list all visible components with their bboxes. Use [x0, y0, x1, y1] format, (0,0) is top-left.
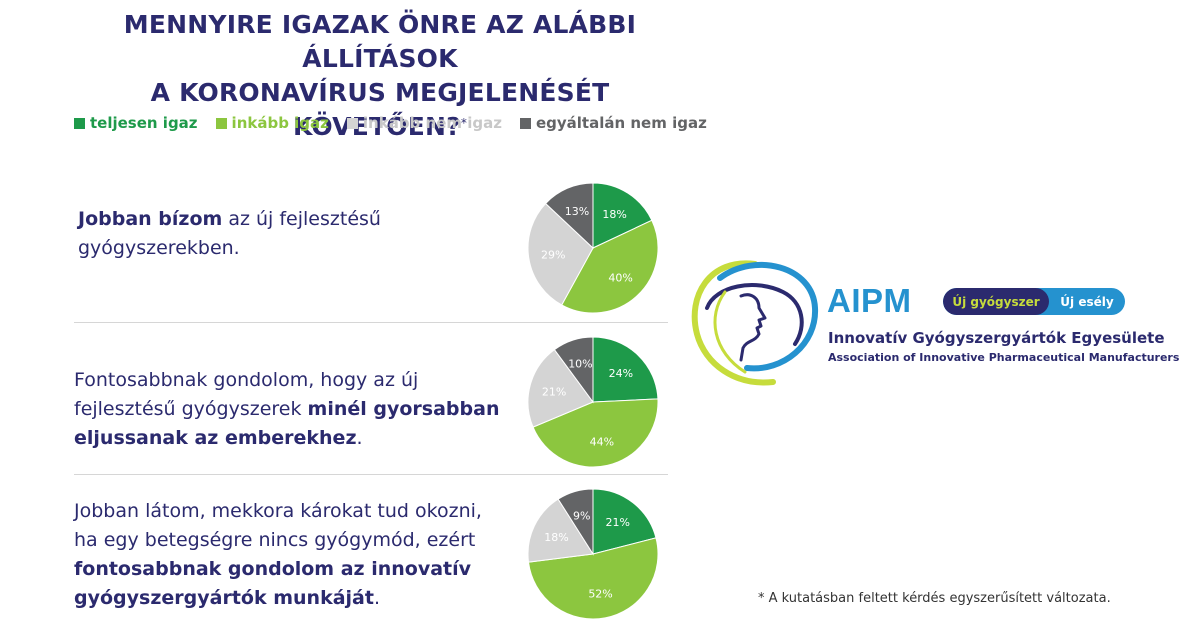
pie-slice-inkabb-nem-igaz — [527, 498, 594, 563]
pie-slice-label: 13% — [565, 205, 589, 218]
chart-legend: teljesen igaz inkább igaz inkább nem iga… — [74, 114, 707, 132]
title-line-1: MENNYIRE IGAZAK ÖNRE AZ ALÁBBI ÁLLÍTÁSOK — [123, 10, 637, 73]
org-name-english: Association of Innovative Pharmaceutical… — [828, 351, 1180, 364]
title-line-2-text: A KORONAVÍRUS MEGJELENÉSÉT KÖVETŐEN? — [150, 78, 610, 141]
pie-slice-inkabb-nem-igaz — [527, 202, 594, 306]
pie-slice-teljesen-igaz — [592, 488, 657, 555]
title-footnote-mark: * — [460, 116, 468, 130]
legend-swatch — [519, 117, 531, 129]
statement-1-emphasis: Jobban bízom — [78, 208, 223, 230]
title-line-2: A KORONAVÍRUS MEGJELENÉSÉT KÖVETŐEN?* — [70, 76, 690, 144]
legend-item-inkabb-nem-igaz: inkább nem igaz — [346, 114, 502, 132]
pie-slice-label: 24% — [609, 367, 633, 380]
statement-1-text-b: az új fejlesztésű gyógyszerekben. — [78, 208, 381, 259]
org-name-hungarian: Innovatív Gyógyszergyártók Egyesülete — [828, 329, 1165, 347]
face-profile-orbit-logo-icon — [691, 260, 819, 386]
legend-label: egyáltalán nem igaz — [535, 114, 707, 132]
pie-slice-egyaltalan-nem-igaz — [557, 488, 594, 556]
statement-1: Jobban bízom az új fejlesztésű gyógyszer… — [74, 205, 408, 263]
slogan-right: Új esély — [1060, 294, 1114, 309]
legend-item-egyaltalan-nem-igaz: egyáltalán nem igaz — [519, 114, 707, 132]
divider — [74, 322, 668, 323]
pie-slice-teljesen-igaz — [592, 182, 653, 249]
legend-swatch — [215, 117, 227, 129]
pie-slice-inkabb-nem-igaz — [527, 348, 594, 428]
aipm-logo: AIPM — [827, 283, 912, 319]
pie-slice-inkabb-igaz — [561, 219, 659, 314]
pie-slice-label: 21% — [542, 385, 566, 398]
pie-slice-label: 10% — [568, 358, 592, 371]
pie-slice-label: 52% — [588, 588, 612, 601]
statement-3: Jobban látom, mekkora károkat tud okozni… — [74, 497, 499, 613]
statement-3-emphasis: fontosabbnak gondolom az innovatív gyógy… — [74, 558, 472, 609]
pie-chart-2: 24% 44% 21% 10% — [527, 336, 659, 468]
pie-chart-1: 18% 40% 29% 13% — [527, 182, 659, 314]
footnote: * A kutatásban feltett kérdés egyszerűsí… — [758, 591, 1111, 606]
pie-slice-egyaltalan-nem-igaz — [553, 336, 594, 404]
legend-label: inkább nem igaz — [362, 114, 502, 132]
legend-swatch — [346, 117, 358, 129]
legend-item-teljesen-igaz: teljesen igaz — [74, 114, 198, 132]
pie-slice-label: 18% — [544, 531, 568, 544]
pie-slice-label: 40% — [608, 271, 632, 284]
pie-slice-label: 18% — [602, 208, 626, 221]
statement-2-text-a: Fontosabbnak gondolom, hogy az új fejles… — [74, 369, 419, 420]
statement-2-emphasis: minél gyorsabban eljussanak az emberekhe… — [74, 398, 500, 449]
pie-slice-label: 21% — [605, 516, 629, 529]
chart-title: MENNYIRE IGAZAK ÖNRE AZ ALÁBBI ÁLLÍTÁSOK… — [70, 8, 690, 144]
legend-item-inkabb-igaz: inkább igaz — [215, 114, 329, 132]
pie-slice-label: 44% — [590, 435, 614, 448]
pie-slice-label: 29% — [541, 248, 565, 261]
legend-label: inkább igaz — [231, 114, 329, 132]
aipm-logo-text: AIPM — [827, 282, 912, 319]
statement-2: Fontosabbnak gondolom, hogy az új fejles… — [74, 366, 514, 453]
legend-swatch — [74, 117, 85, 129]
legend-label: teljesen igaz — [90, 114, 198, 132]
pie-chart-3: 21% 52% 18% 9% — [527, 488, 659, 620]
divider — [74, 474, 668, 475]
pie-slice-teljesen-igaz — [592, 336, 659, 403]
pie-slice-label: 9% — [573, 509, 590, 522]
aipm-slogan-pill: Új gyógyszer Új esély — [943, 288, 1125, 315]
statement-3-text-b: . — [373, 587, 380, 609]
pie-slice-inkabb-igaz — [532, 398, 659, 468]
statement-2-text-b: . — [356, 427, 363, 449]
pie-slice-egyaltalan-nem-igaz — [544, 182, 594, 250]
statement-3-text-a: Jobban látom, mekkora károkat tud okozni… — [74, 500, 482, 551]
slogan-left: Új gyógyszer — [943, 288, 1049, 315]
